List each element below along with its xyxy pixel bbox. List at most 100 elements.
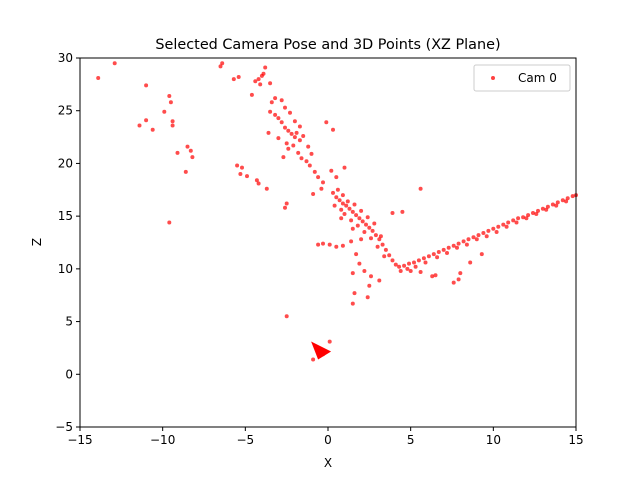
- data-point: [360, 219, 365, 224]
- data-point: [286, 146, 291, 151]
- data-point: [96, 76, 101, 80]
- data-point: [292, 119, 297, 124]
- data-point: [253, 79, 258, 84]
- y-tick-label: 30: [58, 51, 73, 65]
- data-point: [162, 109, 167, 114]
- data-point: [555, 200, 560, 205]
- data-point: [311, 357, 316, 362]
- data-point: [402, 263, 407, 268]
- chart-title: Selected Camera Pose and 3D Points (XZ P…: [155, 37, 500, 53]
- y-axis-label: Z: [30, 238, 44, 246]
- data-point: [236, 75, 241, 79]
- data-point: [456, 241, 461, 246]
- data-point: [319, 186, 324, 191]
- data-point: [324, 120, 329, 125]
- data-point: [362, 269, 367, 273]
- data-point: [418, 270, 423, 274]
- x-tick-label: 0: [324, 433, 332, 447]
- data-point: [283, 205, 287, 210]
- data-point: [367, 225, 372, 230]
- data-point: [249, 92, 254, 97]
- y-tick-label: 0: [65, 367, 73, 381]
- data-point: [286, 128, 291, 133]
- data-point: [390, 211, 395, 215]
- data-point: [534, 212, 539, 216]
- data-point: [276, 116, 281, 121]
- data-point: [405, 266, 410, 271]
- data-point: [423, 260, 428, 265]
- data-point: [416, 258, 421, 263]
- data-point: [279, 120, 284, 125]
- data-point: [365, 295, 370, 300]
- y-tick-label: 15: [58, 209, 73, 223]
- data-point: [375, 244, 380, 249]
- data-point: [218, 64, 223, 69]
- data-point: [284, 201, 289, 206]
- legend: Cam 0: [473, 64, 571, 92]
- data-point: [383, 247, 388, 252]
- data-point: [481, 231, 486, 235]
- data-point: [435, 255, 440, 260]
- data-point: [426, 254, 431, 259]
- data-point: [471, 235, 476, 240]
- data-point: [433, 273, 438, 278]
- data-point: [421, 256, 426, 261]
- data-point: [504, 224, 509, 229]
- data-point: [137, 123, 142, 128]
- data-point: [327, 242, 332, 247]
- data-point: [268, 81, 273, 86]
- data-point: [536, 208, 540, 213]
- data-point: [372, 221, 377, 226]
- y-tick-label: −5: [55, 420, 73, 434]
- data-point: [354, 252, 359, 257]
- legend-marker: [491, 76, 495, 80]
- data-point: [264, 186, 269, 191]
- data-point: [342, 212, 347, 216]
- data-point: [408, 269, 413, 273]
- data-point: [283, 125, 287, 130]
- data-point: [256, 77, 261, 82]
- data-point: [331, 190, 335, 195]
- data-point: [397, 264, 402, 269]
- data-point: [258, 82, 263, 87]
- data-point: [167, 220, 172, 225]
- data-point: [446, 245, 451, 250]
- y-tick-label: 5: [65, 315, 73, 329]
- data-point: [359, 237, 364, 242]
- x-tick-label: 5: [407, 433, 415, 447]
- data-point: [418, 186, 423, 191]
- data-point: [329, 168, 334, 173]
- data-point: [491, 226, 496, 231]
- legend-entry-cam-0: Cam 0: [518, 71, 557, 85]
- data-point: [220, 61, 225, 66]
- data-point: [334, 195, 339, 200]
- data-point: [506, 220, 511, 225]
- data-point: [340, 201, 345, 206]
- data-point: [188, 148, 193, 153]
- data-point: [350, 209, 355, 214]
- data-point: [339, 207, 344, 212]
- data-point: [342, 165, 347, 170]
- data-point: [283, 105, 287, 110]
- data-point: [387, 253, 392, 258]
- x-axis-ticks: −15 −10 −5 0 5 10 15: [67, 427, 584, 447]
- data-point: [321, 180, 325, 185]
- data-point: [284, 314, 289, 319]
- data-point: [261, 71, 266, 76]
- x-tick-label: 10: [486, 433, 501, 447]
- data-point: [496, 224, 501, 229]
- data-point: [370, 228, 375, 233]
- data-point: [412, 260, 416, 265]
- data-point: [367, 283, 372, 288]
- data-point: [526, 213, 531, 218]
- data-point: [468, 260, 473, 265]
- data-point: [238, 172, 243, 176]
- data-point: [266, 130, 271, 135]
- data-point: [458, 271, 463, 276]
- data-point: [281, 155, 286, 160]
- x-tick-label: −5: [236, 433, 254, 447]
- data-point: [284, 141, 289, 146]
- data-point: [464, 242, 469, 247]
- data-point: [544, 207, 549, 212]
- data-point: [511, 218, 516, 223]
